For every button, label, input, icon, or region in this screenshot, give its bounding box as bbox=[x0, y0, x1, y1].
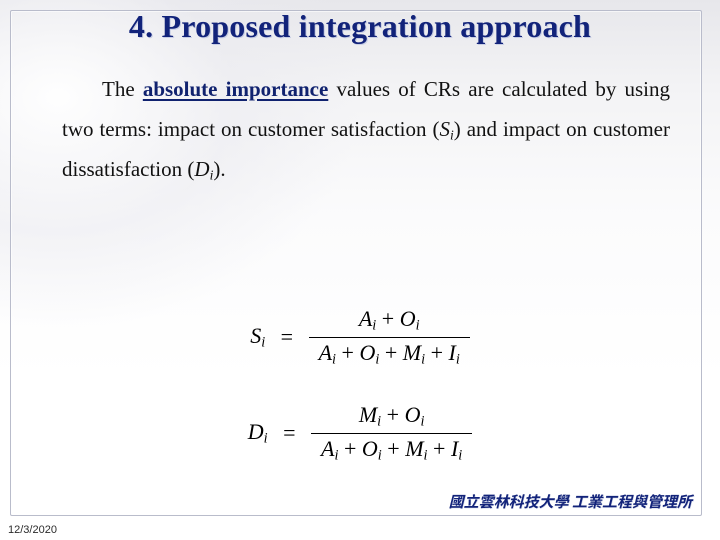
var-d: D bbox=[194, 157, 209, 181]
eq1-numerator: Ai + Oi bbox=[309, 306, 470, 337]
body-emphasis: absolute importance bbox=[143, 77, 328, 101]
eq2-lhs: D bbox=[248, 419, 264, 444]
footer-institution: 國立雲林科技大學 工業工程與管理所 bbox=[449, 491, 692, 512]
body-paragraph: The absolute importance values of CRs ar… bbox=[62, 70, 670, 190]
eq1-lhs-sub: i bbox=[261, 334, 265, 350]
equals-sign: = bbox=[283, 420, 295, 446]
eq2-lhs-sub: i bbox=[264, 430, 268, 446]
body-lead: The bbox=[102, 77, 143, 101]
equals-sign: = bbox=[281, 324, 293, 350]
var-s: S bbox=[439, 117, 450, 141]
formula-block: Si = Ai + Oi Ai + Oi + Mi + Ii Di = Mi +… bbox=[0, 296, 720, 488]
equation-2: Di = Mi + Oi Ai + Oi + Mi + Ii bbox=[248, 402, 473, 464]
slide-title: 4. Proposed integration approach bbox=[0, 8, 720, 45]
body-tail3: ). bbox=[213, 157, 225, 181]
eq1-lhs: S bbox=[250, 323, 261, 348]
equation-1: Si = Ai + Oi Ai + Oi + Mi + Ii bbox=[250, 306, 470, 368]
eq2-denominator: Ai + Oi + Mi + Ii bbox=[311, 433, 472, 465]
eq2-numerator: Mi + Oi bbox=[311, 402, 472, 433]
footer-date: 12/3/2020 bbox=[8, 524, 57, 536]
eq1-denominator: Ai + Oi + Mi + Ii bbox=[309, 337, 470, 369]
